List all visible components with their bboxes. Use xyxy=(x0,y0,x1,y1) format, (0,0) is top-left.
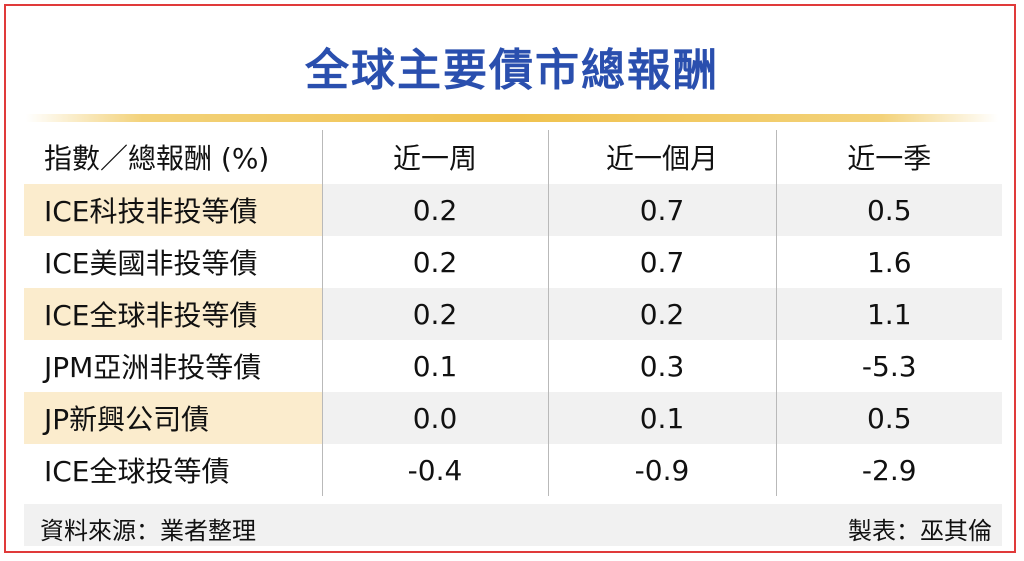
chart-title: 全球主要債市總報酬 xyxy=(305,45,719,96)
cell-month: 0.2 xyxy=(547,288,776,340)
table-row: JP新興公司債 0.0 0.1 0.5 xyxy=(24,392,1002,444)
returns-table: 指數／總報酬 (%) 近一周 近一個月 近一季 ICE科技非投等債 0.2 0.… xyxy=(24,130,1002,496)
table-row: ICE美國非投等債 0.2 0.7 1.6 xyxy=(24,236,1002,288)
cell-month: -0.9 xyxy=(547,444,776,496)
row-label: JP新興公司債 xyxy=(24,392,322,444)
row-label: ICE全球非投等債 xyxy=(24,288,322,340)
cell-week: 0.0 xyxy=(321,392,548,444)
infographic-frame: 全球主要債市總報酬 指數／總報酬 (%) 近一周 近一個月 近一季 ICE科技非… xyxy=(4,4,1016,553)
credit-note: 製表：巫其倫 xyxy=(848,517,992,545)
table-row: JPM亞洲非投等債 0.1 0.3 -5.3 xyxy=(24,340,1002,392)
table-row: ICE全球投等債 -0.4 -0.9 -2.9 xyxy=(24,444,1002,496)
cell-quarter: -5.3 xyxy=(775,340,1002,392)
cell-month: 0.3 xyxy=(547,340,776,392)
cell-week: 0.1 xyxy=(321,340,548,392)
footer-bar: 資料來源：業者整理 製表：巫其倫 xyxy=(24,504,1002,546)
cell-week: -0.4 xyxy=(321,444,548,496)
cell-quarter: -2.9 xyxy=(775,444,1002,496)
cell-week: 0.2 xyxy=(321,184,548,236)
title-divider xyxy=(26,114,998,122)
cell-week: 0.2 xyxy=(321,236,548,288)
row-label: ICE美國非投等債 xyxy=(44,247,258,280)
column-header-index: 指數／總報酬 (%) xyxy=(44,142,270,175)
source-note: 資料來源：業者整理 xyxy=(40,517,256,545)
cell-month: 0.1 xyxy=(547,392,776,444)
column-header-week: 近一周 xyxy=(321,130,548,184)
cell-month: 0.7 xyxy=(547,236,776,288)
row-label: ICE全球投等債 xyxy=(44,455,230,488)
column-header-month: 近一個月 xyxy=(547,130,776,184)
column-header-quarter: 近一季 xyxy=(775,130,1002,184)
table-row: ICE科技非投等債 0.2 0.7 0.5 xyxy=(24,184,1002,236)
cell-quarter: 0.5 xyxy=(775,184,1002,236)
row-label: ICE科技非投等債 xyxy=(24,184,322,236)
cell-week: 0.2 xyxy=(321,288,548,340)
row-label: JPM亞洲非投等債 xyxy=(44,351,262,384)
cell-quarter: 0.5 xyxy=(775,392,1002,444)
cell-month: 0.7 xyxy=(547,184,776,236)
cell-quarter: 1.6 xyxy=(775,236,1002,288)
table-header-row: 指數／總報酬 (%) 近一周 近一個月 近一季 xyxy=(24,130,1002,184)
cell-quarter: 1.1 xyxy=(775,288,1002,340)
table-row: ICE全球非投等債 0.2 0.2 1.1 xyxy=(24,288,1002,340)
